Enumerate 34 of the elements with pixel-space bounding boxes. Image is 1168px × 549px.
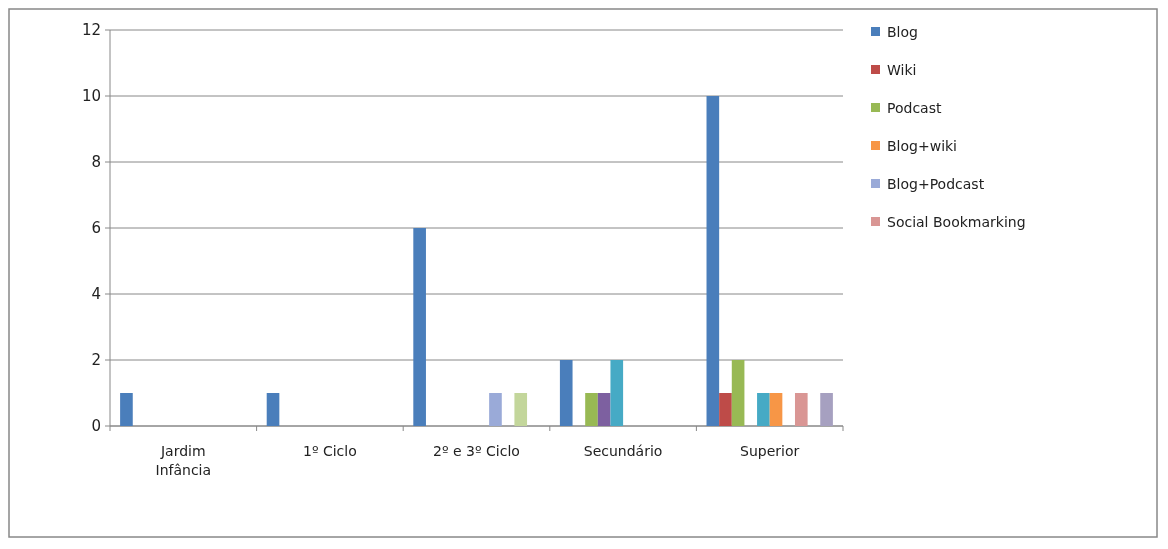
bar: [559, 360, 573, 426]
bar: [769, 393, 783, 426]
bar: [120, 393, 133, 426]
y-tick-label: 6: [91, 219, 101, 238]
bar: [794, 393, 808, 426]
legend-label: Wiki: [887, 61, 917, 78]
x-tick-label: 2º e 3º Ciclo: [433, 443, 520, 459]
bar: [820, 393, 833, 426]
bar: [413, 228, 426, 426]
legend-label: Blog: [887, 23, 918, 40]
y-tick-label: 10: [81, 87, 101, 106]
x-tick-label: Secundário: [583, 443, 663, 459]
x-tick-label: Jardim Infância: [155, 443, 212, 478]
y-tick-label: 12: [81, 21, 101, 40]
bar: [757, 393, 770, 426]
bar: [266, 393, 280, 426]
bar: [719, 393, 732, 426]
x-tick-label: 1º Ciclo: [303, 443, 357, 459]
legend-label: Podcast: [887, 99, 942, 116]
legend-label: Blog+wiki: [887, 137, 958, 154]
legend-label: Social Bookmarking: [887, 213, 1026, 230]
bar: [514, 393, 528, 426]
bar: [731, 360, 745, 426]
bar: [489, 393, 502, 426]
bar: [610, 360, 624, 426]
bar: [585, 393, 598, 426]
y-tick-label: 2: [91, 351, 101, 370]
y-tick-label: 4: [91, 285, 101, 304]
x-tick-label: Superior: [740, 443, 800, 459]
legend-label: Blog+Podcast: [887, 175, 985, 192]
bar: [597, 393, 611, 426]
bar: [706, 96, 720, 426]
y-tick-label: 8: [91, 153, 101, 172]
y-tick-label: 0: [91, 417, 101, 436]
